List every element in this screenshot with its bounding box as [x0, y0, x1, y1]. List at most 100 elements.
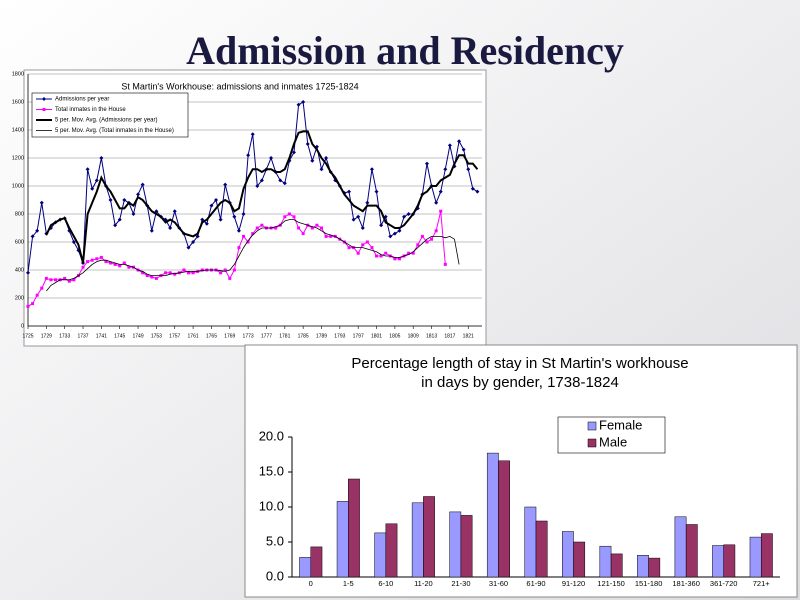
- bar: [411, 502, 424, 578]
- x-tick-label: 361-720: [710, 579, 738, 588]
- point: [81, 265, 85, 269]
- point: [187, 271, 191, 275]
- bar: [460, 515, 473, 578]
- point: [361, 243, 365, 247]
- y-tick-label: 200: [15, 295, 24, 301]
- bar: [562, 531, 574, 578]
- y-tick-label: 5.0: [266, 533, 284, 548]
- point: [228, 276, 232, 280]
- point: [351, 217, 356, 222]
- point: [406, 212, 411, 216]
- x-tick-label: 1789: [316, 333, 327, 339]
- point: [71, 240, 76, 244]
- point: [388, 234, 393, 239]
- point: [63, 276, 67, 280]
- bar: [712, 545, 724, 578]
- slide-title: Admission and Residency: [186, 28, 624, 73]
- point: [191, 271, 195, 275]
- point: [384, 251, 388, 255]
- y-tick-label: 1800: [12, 71, 24, 77]
- point: [136, 192, 141, 197]
- x-tick-label: 21-30: [451, 579, 470, 588]
- point: [402, 214, 407, 219]
- bar: [723, 544, 736, 578]
- point: [324, 234, 328, 238]
- point: [200, 217, 205, 222]
- x-tick-label: 1725: [22, 333, 33, 339]
- x-tick-label: 1737: [77, 333, 88, 339]
- bar: [637, 555, 649, 578]
- point: [255, 226, 259, 230]
- bar: [674, 516, 687, 578]
- point: [140, 182, 145, 187]
- point: [127, 265, 131, 269]
- y-tick-label: 1200: [12, 155, 24, 161]
- point: [434, 200, 439, 205]
- point: [186, 245, 191, 250]
- point: [108, 198, 113, 202]
- x-tick-label: 1773: [243, 333, 254, 339]
- point: [392, 231, 397, 236]
- point: [30, 234, 35, 239]
- point: [447, 143, 452, 148]
- point: [242, 234, 246, 238]
- bar: [348, 478, 360, 578]
- point: [241, 212, 246, 216]
- point: [397, 228, 402, 233]
- point: [443, 262, 447, 266]
- point: [424, 161, 429, 166]
- point: [411, 251, 415, 255]
- point: [369, 167, 374, 172]
- point: [99, 156, 104, 160]
- point: [141, 271, 145, 275]
- point: [40, 286, 44, 290]
- x-tick-label: 1765: [206, 333, 217, 339]
- point: [319, 167, 324, 172]
- point: [291, 150, 296, 155]
- point: [365, 240, 369, 244]
- point: [301, 232, 305, 236]
- x-tick-label: 1733: [59, 333, 70, 339]
- point: [246, 240, 250, 244]
- legend-label: Male: [599, 434, 627, 449]
- point: [154, 276, 158, 280]
- point: [49, 278, 53, 282]
- x-tick-label: 1781: [279, 333, 290, 339]
- point: [168, 226, 173, 230]
- point: [251, 232, 255, 236]
- legend-label: Admissions per year: [55, 97, 109, 103]
- y-tick-label: 0: [21, 323, 24, 329]
- point: [31, 302, 35, 306]
- point: [200, 268, 204, 272]
- point: [99, 255, 103, 259]
- legend-marker: [42, 97, 46, 101]
- series-line: [46, 219, 460, 292]
- point: [195, 234, 200, 239]
- point: [154, 209, 159, 214]
- bar: [573, 541, 586, 578]
- point: [310, 226, 314, 230]
- point: [356, 251, 360, 255]
- point: [191, 240, 196, 244]
- point: [434, 229, 438, 233]
- point: [150, 275, 154, 279]
- point: [282, 181, 287, 186]
- bar: [299, 557, 312, 578]
- x-tick-label: 1813: [426, 333, 437, 339]
- point: [35, 293, 39, 297]
- point: [443, 167, 448, 172]
- bar: [310, 546, 323, 578]
- point: [457, 139, 462, 144]
- x-tick-label: 1817: [444, 333, 455, 339]
- point: [347, 246, 351, 250]
- point: [324, 156, 329, 160]
- point: [274, 226, 278, 230]
- legend-box: [557, 416, 666, 454]
- y-tick-label: 15.0: [259, 463, 284, 478]
- point: [218, 217, 223, 222]
- bar: [610, 553, 623, 578]
- chart-title: St Martin's Workhouse: admissions and in…: [121, 81, 358, 91]
- point: [204, 221, 209, 226]
